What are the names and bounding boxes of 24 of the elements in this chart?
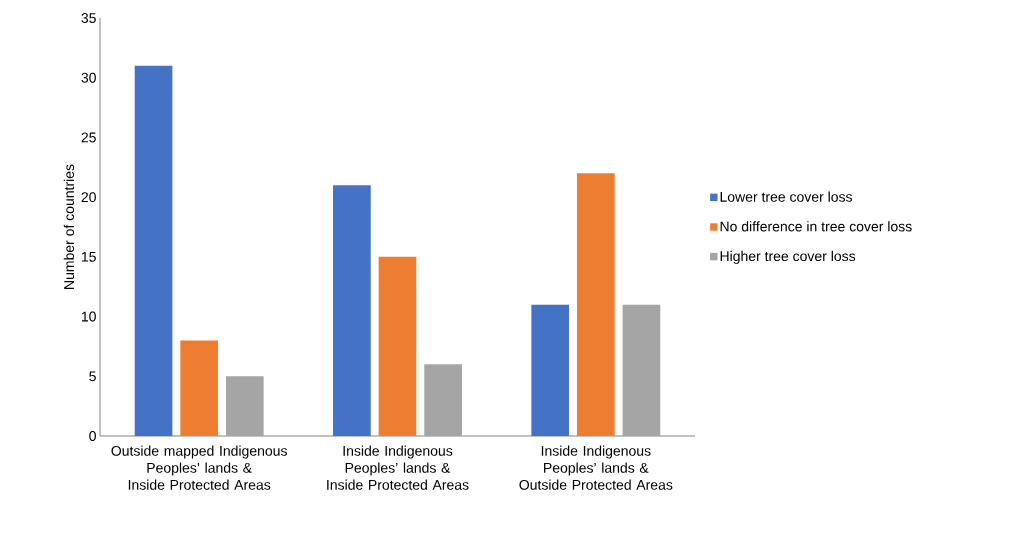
y-tick-label: 30 (81, 72, 96, 83)
bar (333, 185, 371, 436)
y-tick-label: 10 (81, 311, 96, 322)
x-tick-label: Inside Indigenous Peoples’ lands & Inside Protected Areas (327, 445, 469, 490)
bar (531, 304, 570, 436)
bar (424, 364, 462, 436)
y-tick-label: 15 (81, 251, 96, 262)
legend-label: Lower tree cover loss (720, 191, 853, 202)
legend-label: No difference in tree cover loss (720, 221, 912, 232)
bar (134, 65, 173, 436)
legend-label: Higher tree cover loss (720, 250, 856, 264)
bar (577, 173, 615, 436)
x-tick-label: Inside Indigenous Peoples’ lands & Outside Protected Areas (519, 445, 673, 490)
y-tick-label: 5 (89, 371, 96, 382)
y-tick-label: 20 (81, 192, 96, 203)
bar (180, 340, 219, 436)
bar (378, 256, 417, 436)
y-axis-title: Number of countries (63, 164, 75, 289)
x-tick-label: Outside mapped Indigenous Peoples’ lands & Inside Protected Areas (111, 445, 287, 490)
y-tick-label: 0 (89, 431, 96, 441)
bar (225, 376, 264, 436)
y-tick-label: 35 (81, 13, 96, 23)
bar (622, 304, 661, 436)
y-tick-label: 25 (81, 132, 96, 143)
